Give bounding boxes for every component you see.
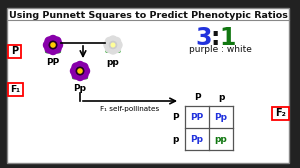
Circle shape xyxy=(45,37,54,46)
Circle shape xyxy=(44,41,52,49)
Circle shape xyxy=(51,43,55,47)
Circle shape xyxy=(49,46,57,54)
Circle shape xyxy=(72,70,81,79)
Ellipse shape xyxy=(113,49,120,52)
Text: P: P xyxy=(11,47,18,56)
Circle shape xyxy=(104,41,112,49)
Text: 1: 1 xyxy=(220,26,236,50)
Circle shape xyxy=(76,61,84,70)
Text: PP: PP xyxy=(190,113,204,121)
Text: Pp: Pp xyxy=(190,135,203,143)
Circle shape xyxy=(80,63,88,72)
Circle shape xyxy=(52,44,61,53)
Circle shape xyxy=(76,67,84,75)
Circle shape xyxy=(114,41,122,49)
Text: P: P xyxy=(194,93,200,101)
Circle shape xyxy=(78,69,82,73)
Circle shape xyxy=(49,41,57,49)
Ellipse shape xyxy=(53,49,60,53)
Ellipse shape xyxy=(80,75,87,79)
Text: F₁: F₁ xyxy=(11,85,20,94)
Circle shape xyxy=(110,41,117,49)
Text: Pp: Pp xyxy=(214,113,227,121)
Circle shape xyxy=(81,67,89,75)
Circle shape xyxy=(49,35,57,44)
Circle shape xyxy=(105,37,113,46)
Bar xyxy=(272,107,289,120)
Circle shape xyxy=(45,44,54,53)
Circle shape xyxy=(109,46,117,54)
Circle shape xyxy=(111,43,115,47)
Text: pp: pp xyxy=(106,58,119,67)
Circle shape xyxy=(80,70,88,79)
Bar xyxy=(8,83,23,96)
Circle shape xyxy=(70,67,79,75)
Text: Pp: Pp xyxy=(74,84,86,93)
Text: P: P xyxy=(172,113,178,121)
Text: :: : xyxy=(210,26,220,50)
Circle shape xyxy=(76,72,84,80)
Text: Using Punnett Squares to Predict Phenotypic Ratios: Using Punnett Squares to Predict Phenoty… xyxy=(9,11,287,20)
Circle shape xyxy=(54,41,62,49)
Text: pp: pp xyxy=(214,135,227,143)
Text: p: p xyxy=(218,93,224,101)
Text: p: p xyxy=(172,135,178,143)
Circle shape xyxy=(112,37,121,46)
Circle shape xyxy=(105,45,113,53)
Circle shape xyxy=(109,36,117,44)
Ellipse shape xyxy=(46,49,53,53)
Text: 3: 3 xyxy=(196,26,212,50)
Text: F₁ self-pollinates: F₁ self-pollinates xyxy=(100,106,160,112)
Bar xyxy=(8,45,21,58)
Ellipse shape xyxy=(106,49,113,52)
Text: PP: PP xyxy=(46,58,60,67)
Circle shape xyxy=(72,63,81,72)
Circle shape xyxy=(112,45,121,53)
Ellipse shape xyxy=(73,75,80,79)
Text: purple : white: purple : white xyxy=(189,46,251,54)
Circle shape xyxy=(52,37,61,46)
Text: F₂: F₂ xyxy=(275,109,286,118)
